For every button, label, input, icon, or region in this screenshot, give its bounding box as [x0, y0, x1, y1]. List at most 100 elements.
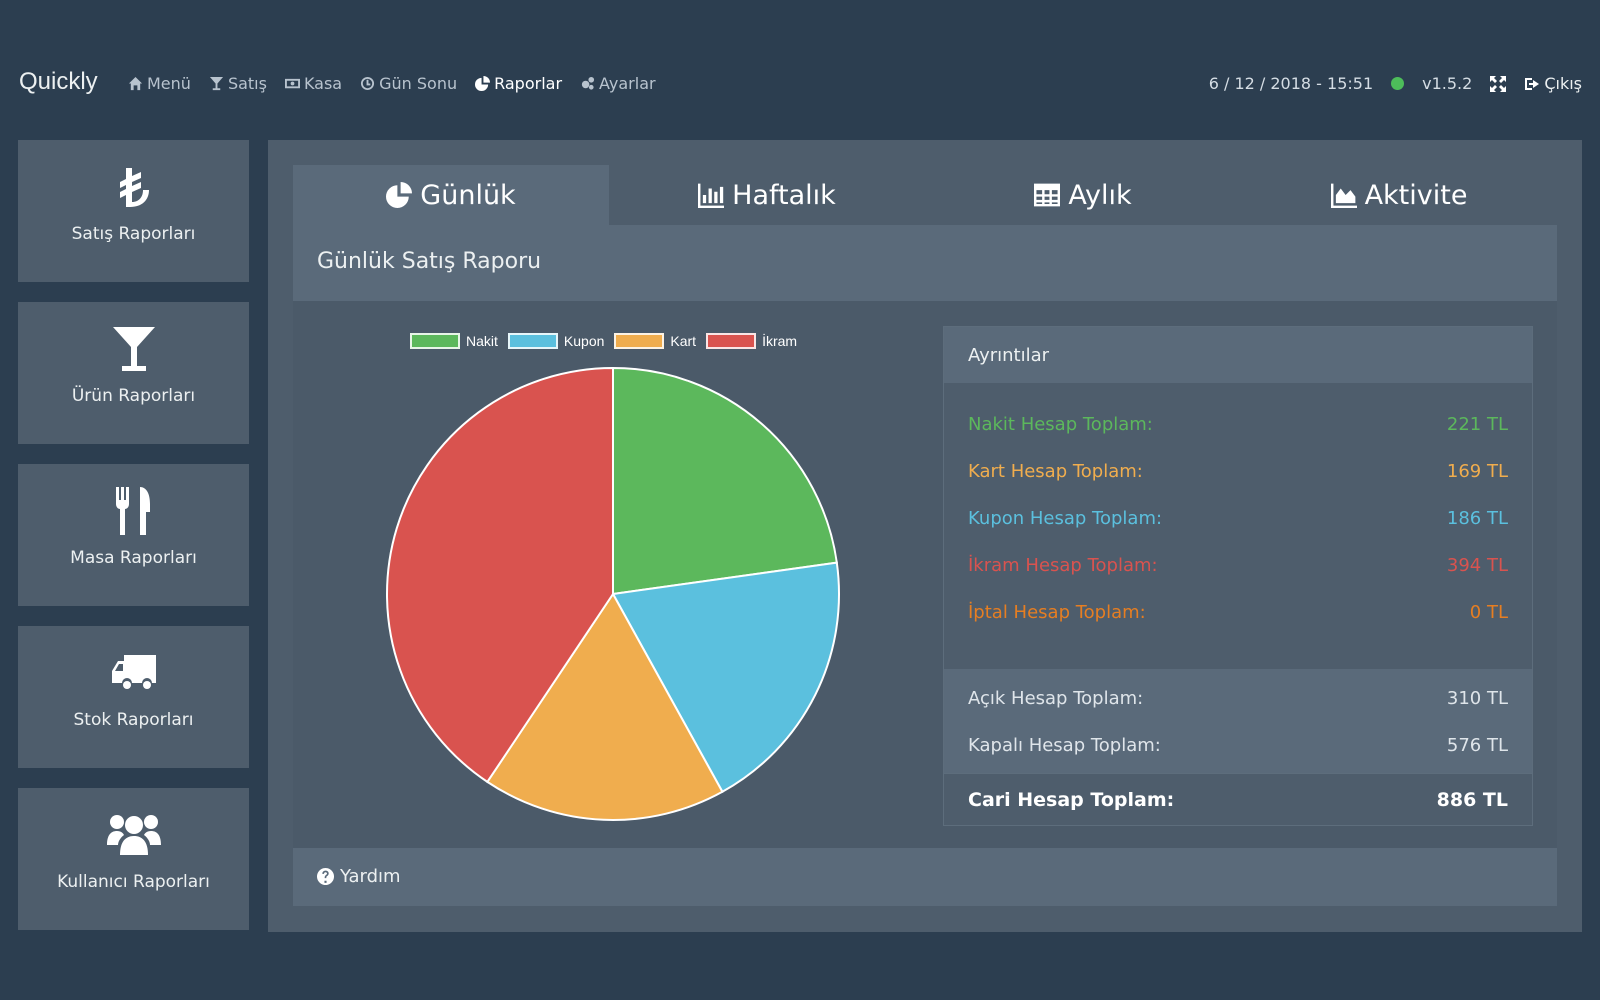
- fullscreen-icon[interactable]: [1490, 75, 1507, 92]
- detail-value: 169 TL: [1446, 461, 1508, 482]
- nav-item-label: Ayarlar: [599, 74, 656, 93]
- nav-item-label: Kasa: [303, 74, 343, 93]
- sidebar: Satış Raporları Ürün Raporları Masa Rapo…: [18, 140, 249, 950]
- help-label: Yardım: [340, 866, 401, 887]
- detail-value: 394 TL: [1446, 555, 1508, 576]
- tab-label: Günlük: [420, 179, 516, 211]
- nav-item-label: Satış: [227, 74, 267, 93]
- legend-item[interactable]: Kart: [614, 333, 696, 349]
- nav-item-label: Raporlar: [494, 74, 563, 93]
- legend-item[interactable]: Kupon: [507, 333, 605, 349]
- help-button[interactable]: Yardım: [317, 866, 401, 887]
- sidebar-item-stok-raporlari[interactable]: Stok Raporları: [18, 626, 249, 768]
- pie-slice-kart[interactable]: [485, 592, 724, 821]
- sidebar-item-kullanici-raporlari[interactable]: Kullanıcı Raporları: [18, 788, 249, 930]
- pie-slice-nakit[interactable]: [612, 366, 838, 596]
- online-status-icon: [1391, 77, 1405, 90]
- detail-value: 0 TL: [1469, 602, 1508, 623]
- details-panel: Ayrıntılar Nakit Hesap Toplam: 221 TL Ka…: [943, 326, 1533, 826]
- detail-row-kapali: Kapalı Hesap Toplam: 576 TL: [968, 722, 1508, 769]
- pie-chart-icon: [386, 182, 413, 208]
- cocktail-glass-icon: [112, 327, 155, 371]
- detail-row-kart: Kart Hesap Toplam: 169 TL: [968, 448, 1508, 495]
- pie-chart-icon: [475, 76, 491, 91]
- nav-item-gun-sonu[interactable]: Gün Sonu: [360, 74, 457, 93]
- pie-chart: [386, 366, 840, 821]
- legend-swatch: [410, 333, 460, 349]
- datetime: 6 / 12 / 2018 - 15:51: [1208, 74, 1374, 93]
- pie-slice-i̇kram[interactable]: [386, 366, 614, 784]
- tab-label: Aylık: [1068, 179, 1132, 211]
- legend-item[interactable]: İkram: [706, 333, 797, 349]
- detail-row-nakit: Nakit Hesap Toplam: 221 TL: [968, 401, 1508, 448]
- legend-label: Kupon: [563, 333, 605, 349]
- nav-item-kasa[interactable]: Kasa: [284, 74, 343, 93]
- gears-icon: [581, 76, 595, 90]
- main-nav: Menü Satış Kasa Gün Sonu Raporlar Ayarla…: [128, 74, 656, 93]
- version: v1.5.2: [1422, 74, 1473, 93]
- nav-item-satis[interactable]: Satış: [209, 74, 267, 93]
- tab-aktivite[interactable]: Aktivite: [1241, 165, 1557, 225]
- truck-icon: [111, 655, 156, 689]
- nav-item-raporlar[interactable]: Raporlar: [475, 74, 562, 93]
- sign-out-icon: [1525, 77, 1540, 90]
- lira-icon: [119, 168, 149, 207]
- cutlery-icon: [115, 487, 150, 535]
- detail-label: Kupon Hesap Toplam:: [968, 508, 1163, 529]
- report-footer: Yardım: [293, 848, 1557, 906]
- glass-icon: [209, 76, 223, 91]
- report-tabs: Günlük Haftalık Aylık Aktivite: [293, 165, 1557, 225]
- sidebar-item-label: Satış Raporları: [71, 224, 196, 244]
- sidebar-item-label: Stok Raporları: [73, 710, 194, 730]
- navbar: Quickly Menü Satış Kasa Gün Sonu Raporla…: [0, 60, 1600, 110]
- logout-label: Çıkış: [1544, 74, 1582, 93]
- sidebar-item-label: Kullanıcı Raporları: [57, 872, 210, 892]
- tab-label: Haftalık: [732, 179, 836, 211]
- nav-item-ayarlar[interactable]: Ayarlar: [580, 74, 656, 93]
- nav-right: 6 / 12 / 2018 - 15:51 v1.5.2 Çıkış: [1209, 74, 1582, 93]
- report-header: Günlük Satış Raporu: [293, 225, 1557, 301]
- totals-section: Açık Hesap Toplam: 310 TL Kapalı Hesap T…: [944, 669, 1532, 773]
- grand-total-label: Cari Hesap Toplam:: [968, 788, 1175, 811]
- sidebar-item-masa-raporlari[interactable]: Masa Raporları: [18, 464, 249, 606]
- report-body: Nakit Kupon Kart İkram Ayrıntılar Nakit …: [293, 301, 1557, 848]
- detail-label: İptal Hesap Toplam:: [968, 602, 1146, 623]
- chart-legend: Nakit Kupon Kart İkram: [410, 333, 797, 349]
- legend-label: İkram: [762, 333, 798, 349]
- report-title: Günlük Satış Raporu: [317, 249, 542, 274]
- detail-label: Nakit Hesap Toplam:: [968, 414, 1153, 435]
- tab-haftalik[interactable]: Haftalık: [609, 165, 925, 225]
- nav-item-menu[interactable]: Menü: [128, 74, 191, 93]
- detail-label: İkram Hesap Toplam:: [968, 555, 1158, 576]
- detail-value: 221 TL: [1446, 414, 1508, 435]
- area-chart-icon: [1330, 183, 1357, 208]
- grand-total-value: 886 TL: [1436, 788, 1508, 811]
- table-icon: [1034, 183, 1061, 207]
- detail-value: 576 TL: [1446, 735, 1508, 756]
- main-panel: Günlük Haftalık Aylık Aktivite Günlük Sa…: [268, 140, 1582, 932]
- question-circle-icon: [317, 868, 334, 885]
- tab-aylik[interactable]: Aylık: [925, 165, 1241, 225]
- detail-label: Kart Hesap Toplam:: [968, 461, 1143, 482]
- legend-item[interactable]: Nakit: [410, 333, 498, 349]
- sidebar-item-urun-raporlari[interactable]: Ürün Raporları: [18, 302, 249, 444]
- tab-gunluk[interactable]: Günlük: [293, 165, 609, 225]
- sidebar-item-label: Masa Raporları: [70, 548, 197, 568]
- detail-value: 186 TL: [1446, 508, 1508, 529]
- detail-row-ikram: İkram Hesap Toplam: 394 TL: [968, 542, 1508, 589]
- legend-swatch: [614, 333, 665, 349]
- logout-button[interactable]: Çıkış: [1524, 74, 1582, 93]
- sidebar-item-satis-raporlari[interactable]: Satış Raporları: [18, 140, 249, 282]
- detail-row-iptal: İptal Hesap Toplam: 0 TL: [968, 589, 1508, 636]
- clock-icon: [361, 76, 375, 91]
- grand-total-row: Cari Hesap Toplam: 886 TL: [944, 773, 1532, 825]
- pie-slice-kupon[interactable]: [611, 561, 840, 794]
- details-title: Ayrıntılar: [944, 327, 1532, 383]
- detail-row-kupon: Kupon Hesap Toplam: 186 TL: [968, 495, 1508, 542]
- detail-value: 310 TL: [1446, 688, 1508, 709]
- legend-label: Kart: [670, 333, 697, 349]
- brand-logo[interactable]: Quickly: [19, 68, 98, 95]
- legend-swatch: [706, 333, 757, 349]
- legend-swatch: [507, 333, 558, 349]
- detail-row-acik: Açık Hesap Toplam: 310 TL: [968, 675, 1508, 722]
